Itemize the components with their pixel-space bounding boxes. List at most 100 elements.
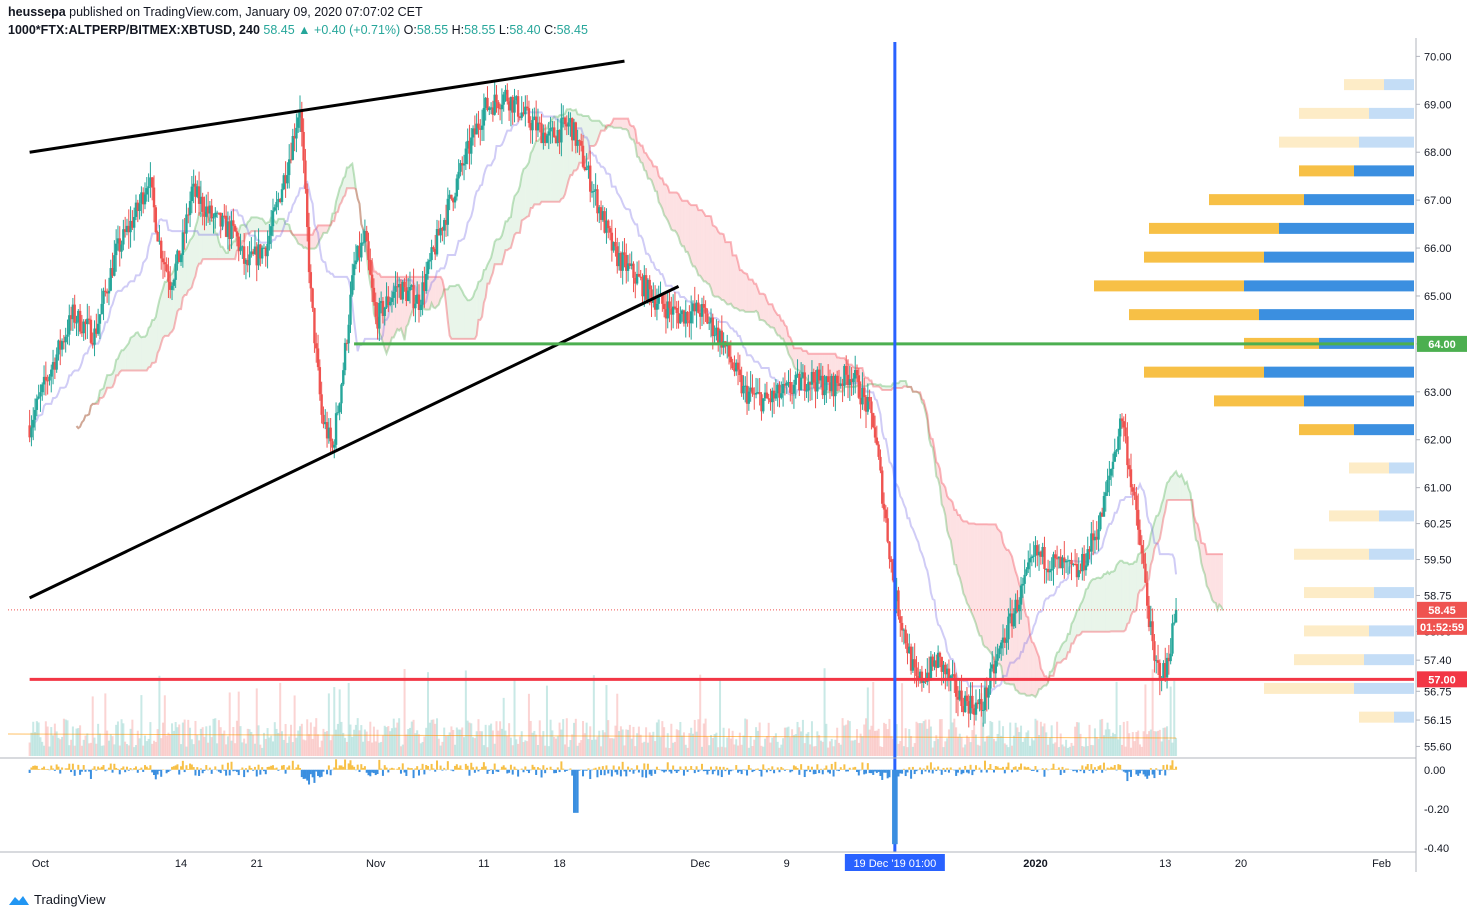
oscillator-bar <box>710 766 712 770</box>
candle-body <box>268 235 271 245</box>
candle-body <box>129 220 132 233</box>
candle-body <box>686 311 689 321</box>
oscillator-bar <box>654 769 657 774</box>
profile-down-bar <box>1354 682 1414 694</box>
volume-bar <box>293 695 296 756</box>
candle-body <box>318 367 322 395</box>
cloud-segment <box>936 461 939 480</box>
oscillator-bar <box>600 769 603 776</box>
candle-body <box>349 294 352 325</box>
volume-bar <box>300 723 303 756</box>
oscillator-bar <box>749 768 752 770</box>
candle-body <box>239 247 242 251</box>
cloud-segment <box>640 145 643 164</box>
candle-body <box>298 110 302 118</box>
volume-bar <box>1120 744 1123 756</box>
price-tick-label: 70.00 <box>1424 51 1452 63</box>
oscillator-bar <box>553 769 556 774</box>
candle-body <box>706 313 709 324</box>
oscillator-bar <box>515 768 518 770</box>
volume-bar <box>863 724 866 756</box>
footer-brand[interactable]: TradingView <box>34 892 106 907</box>
oscillator-bar <box>796 767 799 770</box>
cloud-segment <box>1094 577 1097 632</box>
oscillator-bar <box>185 765 188 770</box>
volume-bar <box>1018 732 1021 756</box>
candle-body <box>891 562 895 581</box>
volume-bar <box>43 745 46 756</box>
candle-body <box>790 392 794 394</box>
candle-body <box>931 656 934 667</box>
cloud-segment <box>1107 571 1110 632</box>
volume-bar <box>201 727 204 756</box>
oscillator-bar <box>843 764 846 770</box>
volume-bar <box>715 732 718 756</box>
candle-body <box>278 199 282 203</box>
volume-bar <box>1171 742 1174 756</box>
cloud-segment <box>1039 657 1041 690</box>
candle-body <box>1014 599 1017 614</box>
cloud-segment <box>1028 617 1031 696</box>
oscillator-bar <box>495 769 498 772</box>
candle-body <box>1135 495 1138 510</box>
volume-bar <box>1133 741 1136 756</box>
volume-bar <box>637 726 640 756</box>
candle-body <box>71 304 75 320</box>
oscillator-bar <box>1065 768 1068 770</box>
oscillator-bar <box>1032 769 1035 771</box>
candle-body <box>320 394 323 415</box>
oscillator-bar <box>327 765 330 770</box>
oscillator-bar <box>699 769 702 771</box>
volume-bar <box>764 738 767 756</box>
oscillator-bar <box>886 769 889 779</box>
candle-body <box>378 302 381 329</box>
volume-bar <box>747 747 750 756</box>
oscillator-bar <box>942 767 945 770</box>
candle-body <box>1016 599 1019 612</box>
volume-bar <box>810 721 813 756</box>
volume-bar <box>879 746 882 756</box>
oscillator-bar <box>199 768 202 770</box>
cloud-segment <box>427 276 430 310</box>
oscillator-bar <box>286 767 289 770</box>
trendline <box>29 59 625 154</box>
candle-body <box>473 128 477 135</box>
oscillator-bar <box>194 769 197 776</box>
oscillator-bar <box>464 763 467 770</box>
cloud-segment <box>123 348 126 371</box>
candle-body <box>143 194 147 205</box>
oscillator-bar <box>1119 764 1122 770</box>
cloud-segment <box>756 283 758 313</box>
candle-body <box>80 331 84 334</box>
candle-body <box>145 188 148 195</box>
volume-bar <box>567 746 570 756</box>
candle-body <box>351 275 354 295</box>
volume-bar <box>654 741 657 756</box>
volume-bar <box>850 740 853 756</box>
candle-body <box>589 165 592 192</box>
oscillator-bar <box>192 767 195 770</box>
candle-body <box>619 252 623 271</box>
candle-body <box>854 369 857 379</box>
candle-body <box>226 221 230 237</box>
oscillator-bar <box>769 769 772 772</box>
cloud-segment <box>929 431 931 446</box>
cloud-segment <box>1188 488 1191 500</box>
oscillator-bar <box>771 766 774 770</box>
cloud-segment <box>449 286 452 339</box>
oscillator-bar <box>266 766 269 770</box>
oscillator-bar <box>504 767 507 770</box>
cloud-segment <box>613 118 616 128</box>
oscillator-bar <box>915 769 918 772</box>
candle-body <box>44 376 48 381</box>
oscillator-bar <box>89 769 92 779</box>
cloud-segment <box>134 332 136 371</box>
volume-bar <box>589 726 592 756</box>
cloud-segment <box>673 192 675 231</box>
oscillator-bar <box>80 769 83 772</box>
candle-body <box>394 286 397 292</box>
candle-body <box>632 263 635 278</box>
volume-bar <box>1126 721 1129 756</box>
author-name[interactable]: heussepa <box>8 5 66 19</box>
